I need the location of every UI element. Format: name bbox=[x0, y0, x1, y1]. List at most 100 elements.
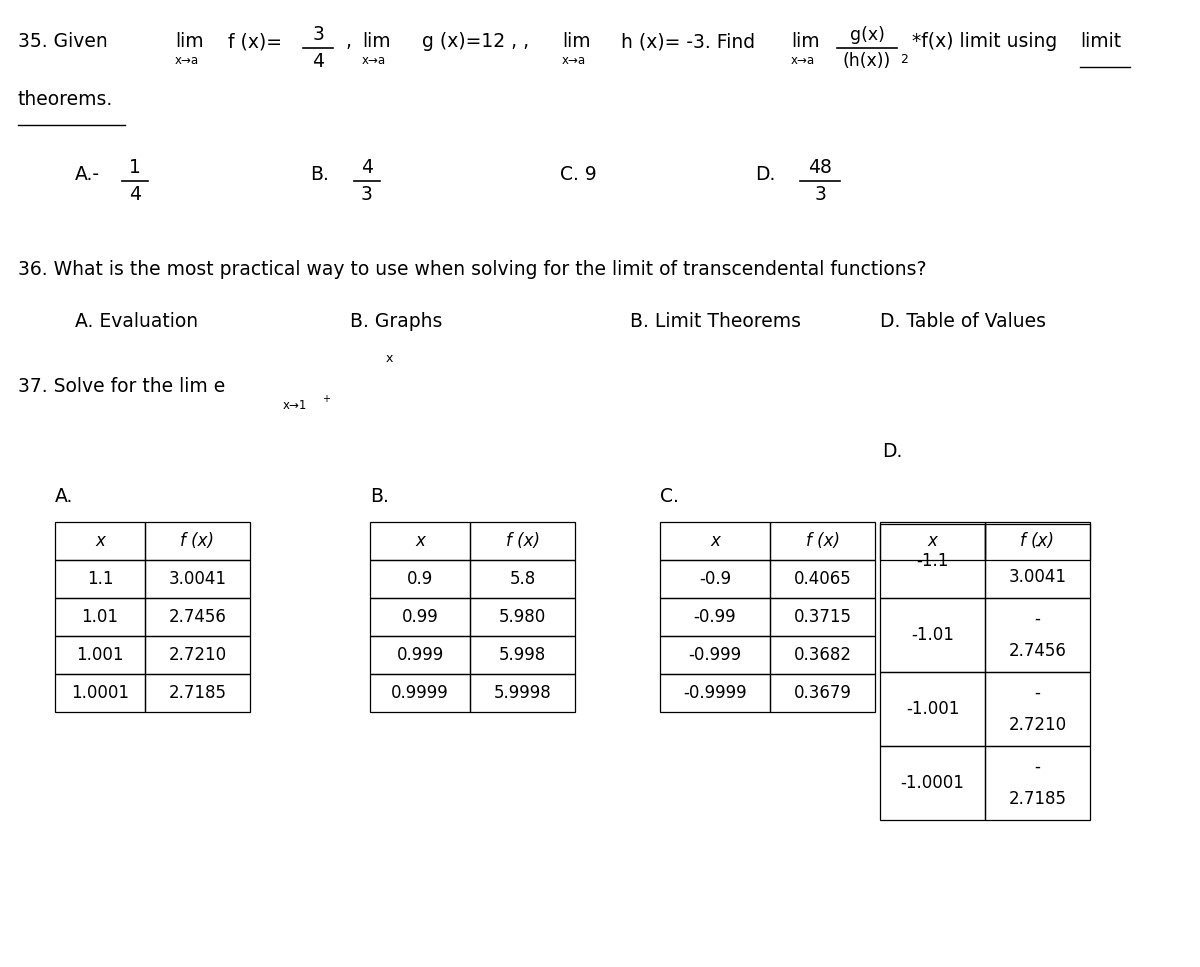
Bar bbox=[370, 522, 470, 560]
Text: B.: B. bbox=[310, 165, 329, 184]
Text: -0.99: -0.99 bbox=[694, 608, 737, 626]
Text: 0.9: 0.9 bbox=[407, 570, 433, 588]
Text: 2.7456: 2.7456 bbox=[1008, 642, 1067, 660]
Text: B.: B. bbox=[370, 487, 389, 506]
Bar bbox=[145, 598, 250, 636]
Text: f (x): f (x) bbox=[805, 532, 840, 550]
Bar bbox=[770, 636, 875, 674]
Text: 0.99: 0.99 bbox=[402, 608, 438, 626]
Text: C. 9: C. 9 bbox=[560, 165, 596, 184]
Text: 0.999: 0.999 bbox=[396, 646, 444, 664]
Text: x→a: x→a bbox=[791, 54, 815, 67]
Text: x→a: x→a bbox=[362, 54, 386, 67]
Bar bbox=[55, 560, 145, 598]
Bar bbox=[145, 522, 250, 560]
Text: -1.01: -1.01 bbox=[911, 626, 954, 644]
Text: (h(x)): (h(x)) bbox=[842, 52, 892, 70]
Bar bbox=[55, 598, 145, 636]
Text: A.-: A.- bbox=[74, 165, 100, 184]
Bar bbox=[660, 636, 770, 674]
Bar bbox=[985, 746, 1090, 820]
Bar bbox=[370, 636, 470, 674]
Text: 3.0041: 3.0041 bbox=[168, 570, 227, 588]
Text: D.: D. bbox=[882, 442, 902, 461]
Text: x→a: x→a bbox=[562, 54, 586, 67]
Bar bbox=[145, 636, 250, 674]
Text: 1: 1 bbox=[130, 158, 140, 177]
Text: limit: limit bbox=[1080, 32, 1121, 51]
Text: 2.7210: 2.7210 bbox=[168, 646, 227, 664]
Text: f (x): f (x) bbox=[1020, 532, 1055, 550]
Bar bbox=[145, 560, 250, 598]
Text: A. Evaluation: A. Evaluation bbox=[74, 312, 198, 331]
Text: 1.1: 1.1 bbox=[86, 570, 113, 588]
Text: B. Graphs: B. Graphs bbox=[350, 312, 443, 331]
Text: x→1: x→1 bbox=[283, 399, 307, 412]
Text: -: - bbox=[1034, 758, 1040, 776]
Bar bbox=[370, 598, 470, 636]
Text: 1.01: 1.01 bbox=[82, 608, 119, 626]
Bar bbox=[880, 672, 985, 746]
Bar bbox=[470, 674, 575, 712]
Text: 5.9998: 5.9998 bbox=[493, 684, 551, 702]
Bar bbox=[660, 522, 770, 560]
Bar bbox=[55, 636, 145, 674]
Text: 5.980: 5.980 bbox=[499, 608, 546, 626]
Text: 0.9999: 0.9999 bbox=[391, 684, 449, 702]
Bar bbox=[880, 524, 985, 598]
Text: D. Table of Values: D. Table of Values bbox=[880, 312, 1046, 331]
Text: 5.998: 5.998 bbox=[499, 646, 546, 664]
Bar bbox=[985, 598, 1090, 672]
Text: g (x)=12 , ,: g (x)=12 , , bbox=[416, 32, 529, 51]
Bar bbox=[470, 636, 575, 674]
Text: -1.1: -1.1 bbox=[917, 552, 949, 570]
Bar bbox=[880, 522, 985, 560]
Bar bbox=[880, 598, 985, 672]
Text: +: + bbox=[322, 394, 330, 404]
Text: 3: 3 bbox=[361, 185, 373, 204]
Text: -1.001: -1.001 bbox=[906, 700, 959, 718]
Text: 3: 3 bbox=[312, 25, 324, 44]
Bar bbox=[770, 522, 875, 560]
Text: 5.8: 5.8 bbox=[509, 570, 535, 588]
Text: 4: 4 bbox=[361, 158, 373, 177]
Text: 0.4065: 0.4065 bbox=[793, 570, 851, 588]
Text: 3.0041: 3.0041 bbox=[1008, 569, 1067, 586]
Text: -0.9999: -0.9999 bbox=[683, 684, 746, 702]
Bar bbox=[660, 674, 770, 712]
Text: -: - bbox=[1034, 536, 1040, 554]
Text: 48: 48 bbox=[808, 158, 832, 177]
Text: 4: 4 bbox=[312, 52, 324, 71]
Text: A.: A. bbox=[55, 487, 73, 506]
Text: f (x)=: f (x)= bbox=[228, 32, 282, 51]
Text: 36. What is the most practical way to use when solving for the limit of transcen: 36. What is the most practical way to us… bbox=[18, 260, 926, 279]
Text: -: - bbox=[1034, 684, 1040, 702]
Text: g(x): g(x) bbox=[850, 26, 884, 44]
Text: x→a: x→a bbox=[175, 54, 199, 67]
Bar bbox=[985, 672, 1090, 746]
Text: 0.3682: 0.3682 bbox=[793, 646, 852, 664]
Text: x: x bbox=[386, 352, 394, 365]
Bar bbox=[985, 522, 1090, 560]
Text: lim: lim bbox=[175, 32, 204, 51]
Text: *f(x) limit using: *f(x) limit using bbox=[912, 32, 1063, 51]
Bar bbox=[370, 560, 470, 598]
Text: D.: D. bbox=[755, 165, 775, 184]
Text: f (x): f (x) bbox=[505, 532, 540, 550]
Text: 1.0001: 1.0001 bbox=[71, 684, 130, 702]
Text: -: - bbox=[1034, 610, 1040, 628]
Bar bbox=[470, 560, 575, 598]
Text: lim: lim bbox=[562, 32, 590, 51]
Text: 0.3715: 0.3715 bbox=[793, 608, 852, 626]
Bar bbox=[770, 560, 875, 598]
Text: 3: 3 bbox=[814, 185, 826, 204]
Text: 0.3679: 0.3679 bbox=[793, 684, 852, 702]
Bar bbox=[370, 674, 470, 712]
Text: lim: lim bbox=[791, 32, 820, 51]
Text: -0.9: -0.9 bbox=[698, 570, 731, 588]
Text: f (x): f (x) bbox=[180, 532, 215, 550]
Text: 35. Given: 35. Given bbox=[18, 32, 108, 51]
Text: 1.001: 1.001 bbox=[77, 646, 124, 664]
Text: h (x)= -3. Find: h (x)= -3. Find bbox=[616, 32, 755, 51]
Text: 2.7185: 2.7185 bbox=[1008, 790, 1067, 808]
